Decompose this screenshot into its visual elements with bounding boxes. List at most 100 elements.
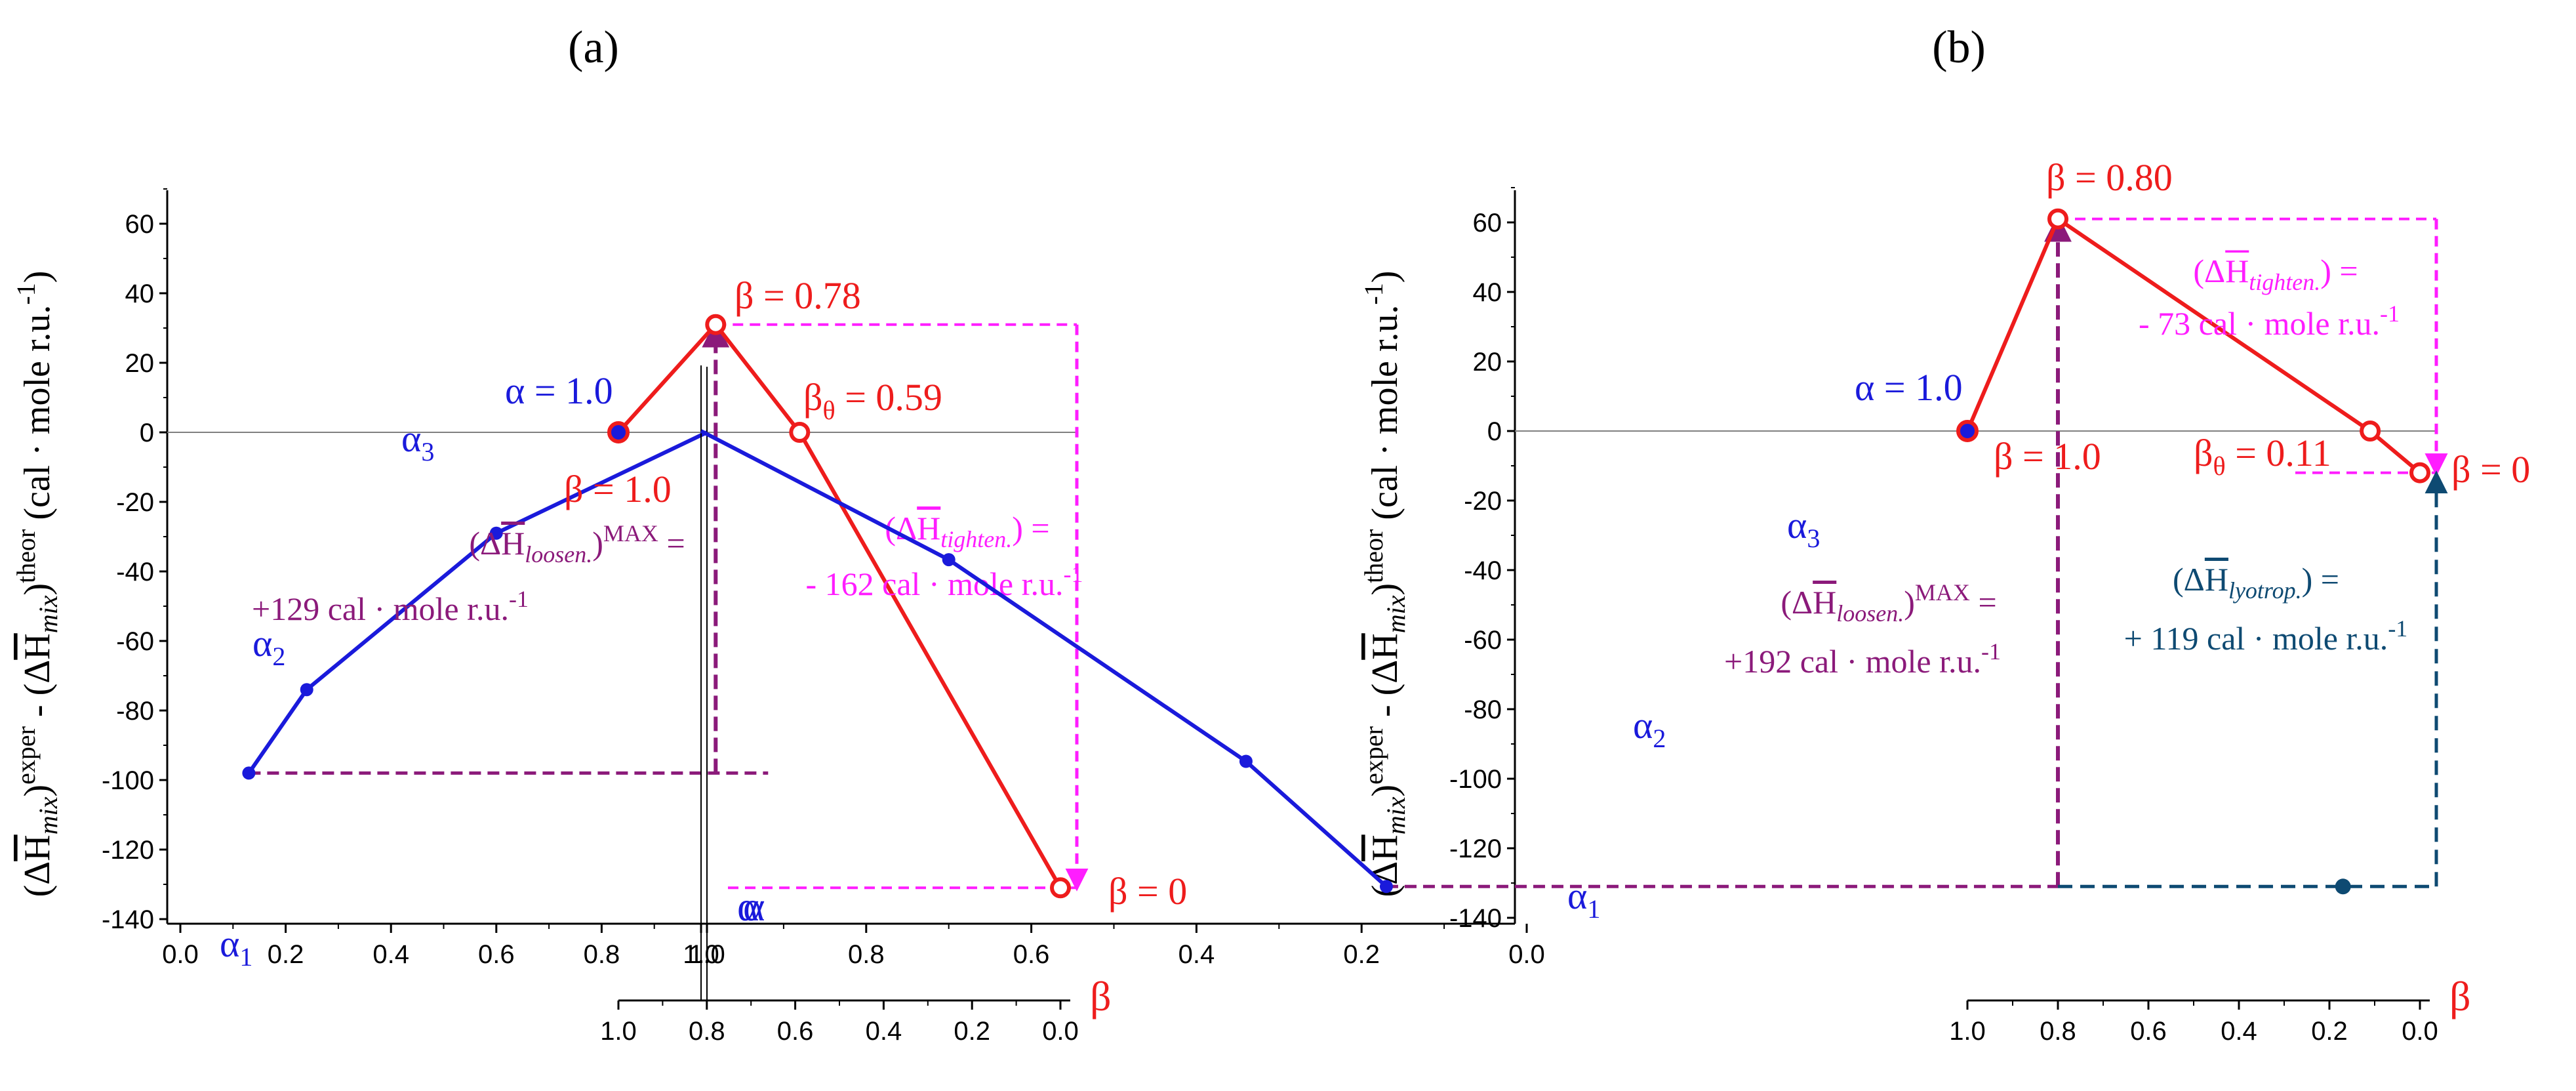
pa-label-alpha1-sub: 1 — [239, 942, 252, 972]
pa-alpha-tick-label: 0.2 — [268, 940, 304, 969]
pa-y-tick-label: -20 — [116, 488, 154, 517]
pb-lyotrop-title: (ΔHlyotrop.) = — [2173, 561, 2339, 604]
pa-tighten-value: - 162 cal · mole r.u.-1 — [806, 561, 1083, 602]
pb-alpha-tick-label: 0.0 — [1508, 940, 1545, 969]
pa-ylab-units-close: ) — [17, 271, 58, 283]
pa-y-tick-label: 40 — [125, 279, 155, 308]
pa-y-tick-label: -60 — [116, 627, 154, 656]
pb-label-alpha2-sub: 2 — [1653, 724, 1666, 753]
pa-label-beta-theta: βθ = 0.59 — [803, 376, 942, 425]
pa-ylab-mix2: mix — [33, 595, 63, 633]
pb-ylab-mix2: mix — [1381, 595, 1411, 633]
pb-y-tick-label: 40 — [1473, 278, 1502, 307]
pb-label-alpha3: α3 — [1787, 504, 1820, 553]
pb-ylab-exper: exper — [1359, 726, 1388, 785]
pa-beta-tick-label: 0.2 — [954, 1017, 990, 1046]
pa-alpha-tick-label: 0.0 — [162, 940, 199, 969]
pa-ylab-h2: H — [17, 633, 58, 659]
pa-alpha-tick-label: 0.8 — [584, 940, 620, 969]
pb-ylab-mix1: mix — [1381, 796, 1411, 834]
pb-alpha-tick-label: 0.2 — [1343, 940, 1380, 969]
pb-label-alpha1-sub: 1 — [1587, 894, 1600, 924]
pa-y-axis-label: (ΔHmix)exper - (ΔHmix)theor (cal · mole … — [11, 271, 63, 897]
pb-label-alpha-one: α = 1.0 — [1855, 366, 1963, 409]
pb-lyotrop-title-h: H — [2205, 561, 2228, 598]
pa-alpha-axis-label: α — [743, 883, 765, 930]
pb-label-alpha2: α2 — [1633, 704, 1666, 753]
pa-label-alpha3-main: α — [401, 417, 421, 460]
pb-label-alpha1-main: α — [1567, 875, 1587, 917]
pa-beta-tick-label: 0.6 — [777, 1017, 814, 1046]
pb-loosen-title-eq: = — [1970, 584, 1997, 621]
pa-beta-point — [607, 421, 630, 443]
pb-lyotrop-value-text: + 119 cal · mole r.u. — [2124, 620, 2388, 657]
pa-y-tick-label: 20 — [125, 349, 155, 378]
pa-alpha-point — [489, 526, 503, 540]
pa-loosen-title-eq: = — [658, 525, 685, 562]
pb-ylab-units-exp: -1 — [1359, 283, 1388, 304]
pb-y-tick-label: -80 — [1464, 695, 1502, 724]
pa-tighten-title-sub: tighten. — [940, 526, 1012, 552]
pa-loosen-value-text: +129 cal · mole r.u. — [252, 590, 509, 627]
pb-alpha-axis-label: α — [737, 883, 759, 930]
pa-tighten-value-text: - 162 cal · mole r.u. — [806, 566, 1064, 602]
pb-tighten-value-text: - 73 cal · mole r.u. — [2139, 305, 2380, 342]
pb-alpha-point — [1239, 754, 1253, 768]
pa-tighten-value-exp: -1 — [1063, 561, 1083, 587]
pa-bt-sub: θ — [823, 396, 835, 425]
pb-beta-tick-label: 0.2 — [2311, 1017, 2348, 1046]
pb-label-beta-zero: β = 0 — [2451, 448, 2530, 491]
pa-y-tick-label: -80 — [116, 697, 154, 726]
pa-label-alpha3-sub: 3 — [421, 437, 434, 466]
pb-ylab-h1: H — [1365, 834, 1405, 861]
pa-tighten-title: (ΔHtighten.) = — [885, 510, 1049, 552]
pa-ylab-close1: ) — [17, 785, 58, 797]
pb-beta-point — [2360, 421, 2381, 442]
pb-lyotrop-title-open: (Δ — [2173, 561, 2205, 598]
pb-ylab-minus: - (Δ — [1365, 660, 1405, 726]
pb-tighten-title: (ΔHtighten.) = — [2193, 253, 2358, 295]
pb-loosen-title-sub: loosen. — [1836, 600, 1904, 627]
pa-label-alpha3: α3 — [401, 417, 434, 466]
pb-y-tick-label: -20 — [1464, 487, 1502, 516]
pa-ylab-close2: ) — [17, 583, 58, 596]
pb-y-axis-label: (ΔHmix)exper - (ΔHmix)theor (cal · mole … — [1359, 271, 1411, 897]
chart-panel-b: (b)6040200-20-40-60-80-100-120-1400.00.2… — [683, 22, 2530, 1046]
pa-bt-val: = 0.59 — [835, 376, 942, 419]
pb-label-alpha3-main: α — [1787, 504, 1807, 546]
pb-beta-line — [1965, 216, 2421, 474]
pb-beta-tick-label: 0.0 — [2402, 1017, 2438, 1046]
pa-alpha-line — [247, 430, 708, 775]
pa-panel-label: (a) — [568, 22, 619, 73]
pb-lyotrop-title-close: ) — [2302, 561, 2313, 598]
pa-label-alpha-one: α = 1.0 — [505, 369, 613, 412]
pa-beta-line — [616, 321, 1062, 889]
pb-ylab-units: (cal · mole r.u. — [1365, 305, 1405, 529]
pa-y-tick-label: -100 — [102, 766, 154, 795]
pb-y-tick-label: -120 — [1449, 834, 1502, 863]
pa-loosen-title-close: ) — [592, 525, 603, 562]
pa-beta-tick-label: 1.0 — [600, 1017, 637, 1046]
pa-loosen-title-sup: MAX — [603, 520, 658, 546]
pb-y-tick-label: 0 — [1487, 417, 1502, 446]
pb-tighten-title-open: (Δ — [2193, 253, 2225, 289]
pa-alpha-point — [300, 683, 313, 697]
pa-label-alpha2-sub: 2 — [272, 642, 285, 671]
pb-label-alpha3-sub: 3 — [1807, 524, 1820, 553]
pb-beta-tick-label: 0.4 — [2221, 1017, 2257, 1046]
pa-beta-point — [705, 314, 727, 335]
pb-loosen-value-text: +192 cal · mole r.u. — [1724, 643, 1981, 680]
pa-label-beta-one: β = 1.0 — [564, 468, 672, 510]
pb-loosen-title: (ΔHloosen.)MAX = — [1781, 579, 1996, 627]
pb-label-beta-peak: β = 0.80 — [2046, 156, 2173, 199]
pa-loosen-title: (ΔHloosen.)MAX = — [469, 520, 685, 567]
pb-tighten-title-sub: tighten. — [2249, 269, 2320, 295]
pa-alpha-tick-label: 0.4 — [372, 940, 409, 969]
pb-beta-tick-label: 1.0 — [1949, 1017, 1986, 1046]
pb-tighten-value-exp: -1 — [2380, 300, 2400, 327]
pb-tighten-title-close: ) — [2320, 253, 2331, 289]
pb-lyotrop-marker — [2335, 878, 2351, 895]
pb-beta-point — [2409, 462, 2430, 484]
pa-label-alpha1: α1 — [220, 922, 252, 972]
pa-beta-axis-label: β — [1090, 973, 1112, 1019]
